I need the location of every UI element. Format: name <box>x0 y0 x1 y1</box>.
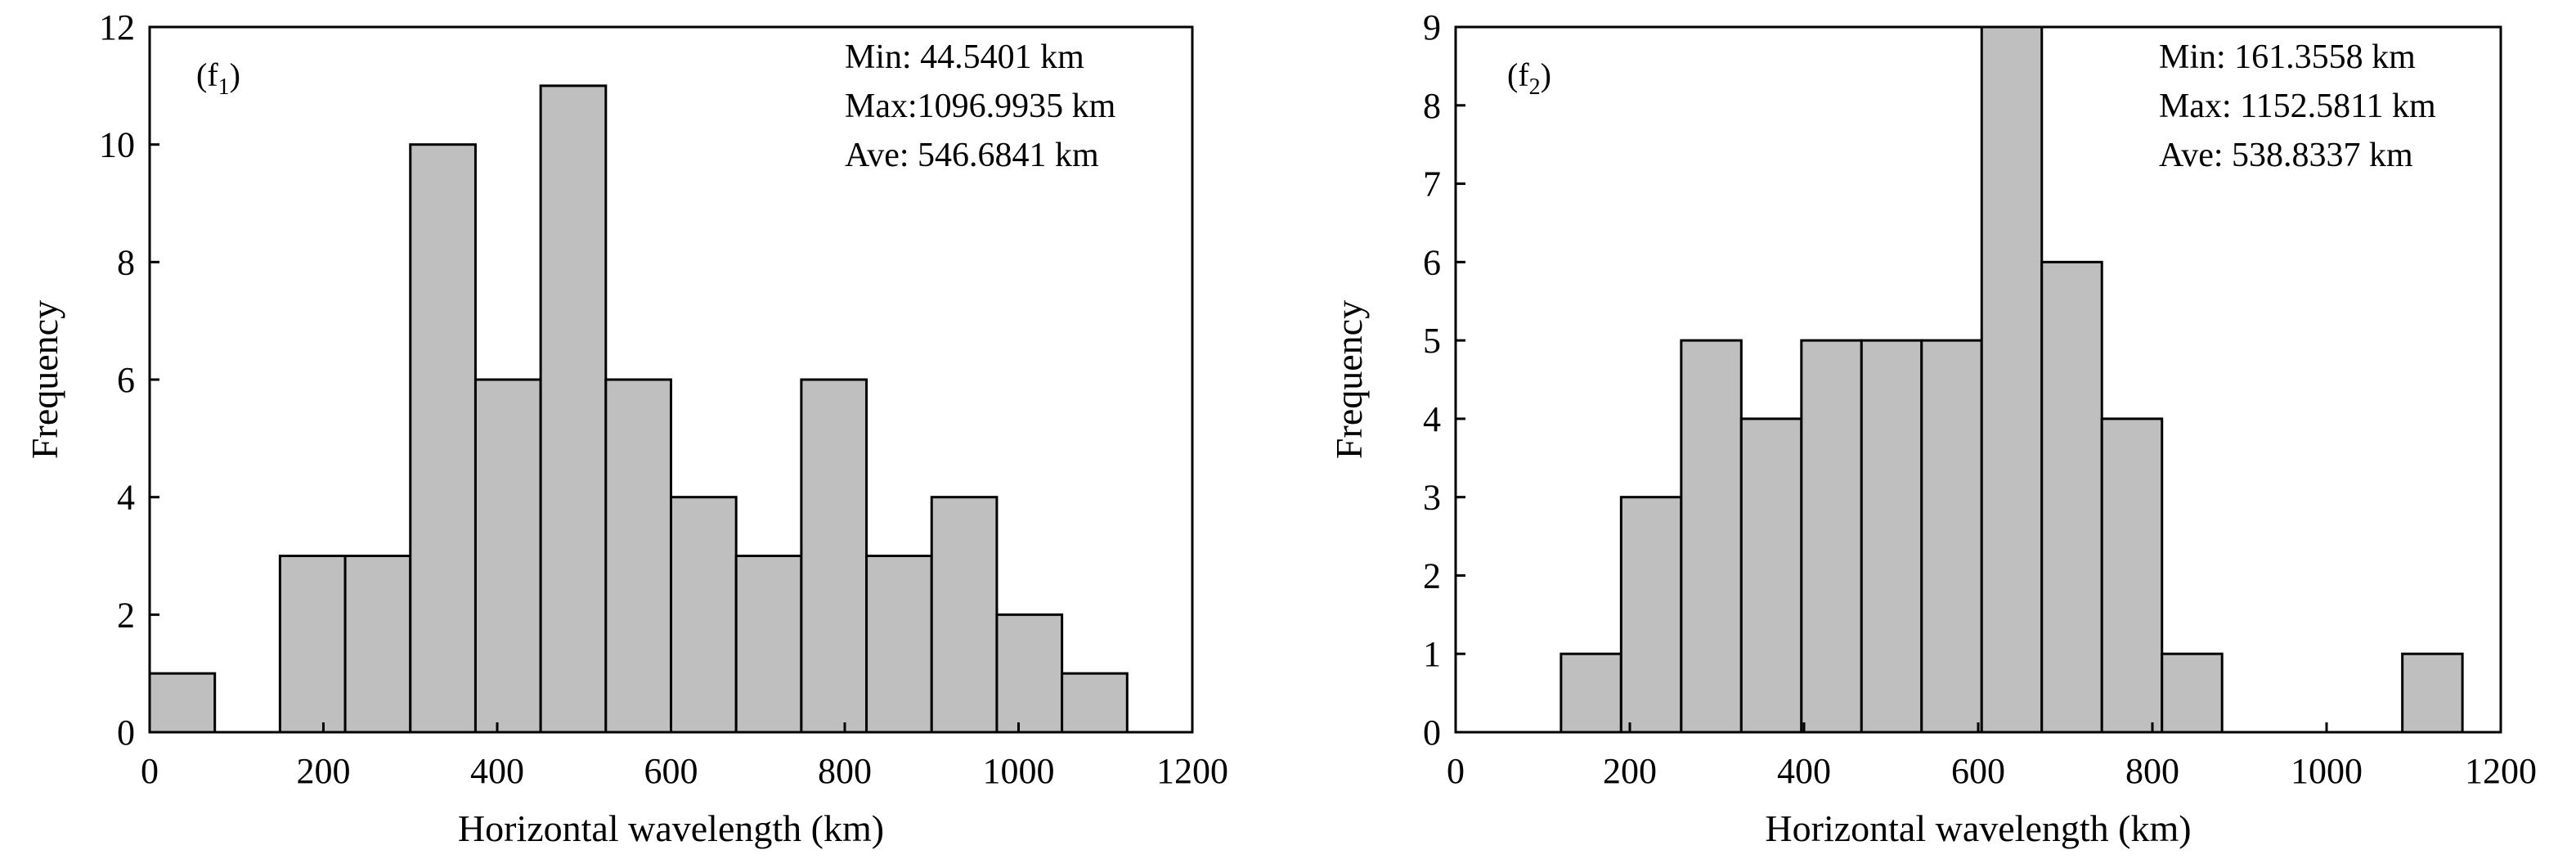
stat-annotation: Ave: 538.8337 km <box>2159 137 2413 174</box>
histogram-bar <box>409 143 477 734</box>
x-tick-label: 0 <box>141 751 159 791</box>
histogram-bar <box>995 613 1064 734</box>
y-axis-title: Frequency <box>1328 300 1370 459</box>
y-tick-label: 8 <box>1423 86 1441 126</box>
y-tick-label: 6 <box>117 360 135 400</box>
histogram-bar <box>2040 260 2103 734</box>
histogram-bar <box>1619 496 1683 734</box>
y-tick-label: 5 <box>1423 321 1441 361</box>
chart-panel-1: 0 200 400 600 800 1000 1200 0 2 4 6 8 10 12 Horizontal… <box>24 7 1228 849</box>
x-axis-title: Horizontal wavelength (km) <box>1765 807 2191 849</box>
histogram-bar <box>473 378 542 734</box>
chart-panel-2: 0 200 400 600 800 1000 1200 0 1 2 3 4 5 6 7 8 9 Horizonta… <box>1328 7 2537 849</box>
x-tick-label: 0 <box>1447 751 1465 791</box>
histogram-bar <box>2401 652 2464 734</box>
stat-annotation: Max: 1152.5811 km <box>2159 88 2436 125</box>
y-tick-label: 2 <box>117 595 135 635</box>
x-tick-label: 400 <box>1777 751 1831 791</box>
y-tick-label: 6 <box>1423 242 1441 282</box>
x-tick-label: 200 <box>1603 751 1657 791</box>
histogram-bar <box>539 84 608 734</box>
y-tick-label: 12 <box>99 7 135 47</box>
histogram-bar <box>604 378 672 734</box>
histogram-bar <box>2100 417 2164 734</box>
panel-label-prefix: (f <box>1507 56 1529 93</box>
histogram-bar <box>1920 339 1983 734</box>
histogram-bar <box>278 555 347 734</box>
histogram-bar <box>1800 339 1863 734</box>
y-tick-label: 3 <box>1423 478 1441 518</box>
y-tick-label: 7 <box>1423 164 1441 205</box>
x-tick-label: 400 <box>470 751 524 791</box>
panel-label-suffix: ) <box>230 56 240 93</box>
stat-annotation: Min: 44.5401 km <box>845 38 1084 76</box>
x-tick-label: 1000 <box>983 751 1055 791</box>
y-tick-label: 9 <box>1423 7 1441 47</box>
x-tick-label: 600 <box>644 751 698 791</box>
y-axis-title: Frequency <box>24 300 65 459</box>
x-tick-label: 800 <box>2125 751 2179 791</box>
y-tick-label: 1 <box>1423 634 1441 674</box>
stat-annotation: Min: 161.3558 km <box>2159 38 2416 76</box>
histogram-bar <box>343 555 412 734</box>
panel-label-suffix: ) <box>1541 56 1551 93</box>
x-tick-label: 800 <box>818 751 872 791</box>
histogram-bar <box>800 378 868 734</box>
x-tick-label: 1200 <box>1156 751 1228 791</box>
x-tick-label: 200 <box>297 751 351 791</box>
y-tick-label: 0 <box>117 713 135 753</box>
y-tick-label: 0 <box>1423 713 1441 753</box>
histogram-bar <box>1560 652 1622 734</box>
histogram-bar <box>670 496 738 734</box>
histogram-bar <box>1860 339 1923 734</box>
histogram-bar <box>1680 339 1743 734</box>
stat-annotation: Ave: 546.6841 km <box>845 137 1099 174</box>
histogram-bar <box>865 555 933 734</box>
panel-label: (f2) <box>1507 56 1551 100</box>
panel-label-subscript: 1 <box>218 74 230 100</box>
y-tick-label: 2 <box>1423 555 1441 596</box>
histogram-bar <box>2161 652 2224 734</box>
histogram-bar <box>930 496 999 734</box>
y-tick-label: 10 <box>99 125 135 165</box>
histogram-bar <box>734 555 803 734</box>
histogram-bar <box>1980 25 2044 734</box>
histogram-bar <box>1061 672 1129 734</box>
y-tick-label: 8 <box>117 242 135 282</box>
stat-annotation: Max:1096.9935 km <box>845 88 1116 125</box>
panel-label: (f1) <box>196 56 240 100</box>
histogram-bar <box>148 672 217 734</box>
x-tick-label: 1000 <box>2291 751 2363 791</box>
y-tick-label: 4 <box>117 478 135 518</box>
histogram-bar <box>1739 417 1803 734</box>
x-tick-label: 600 <box>1951 751 2005 791</box>
y-tick-label: 4 <box>1423 399 1441 439</box>
panel-label-subscript: 2 <box>1529 74 1541 100</box>
panel-label-prefix: (f <box>196 56 218 93</box>
x-tick-label: 1200 <box>2465 751 2537 791</box>
x-axis-title: Horizontal wavelength (km) <box>458 807 884 849</box>
